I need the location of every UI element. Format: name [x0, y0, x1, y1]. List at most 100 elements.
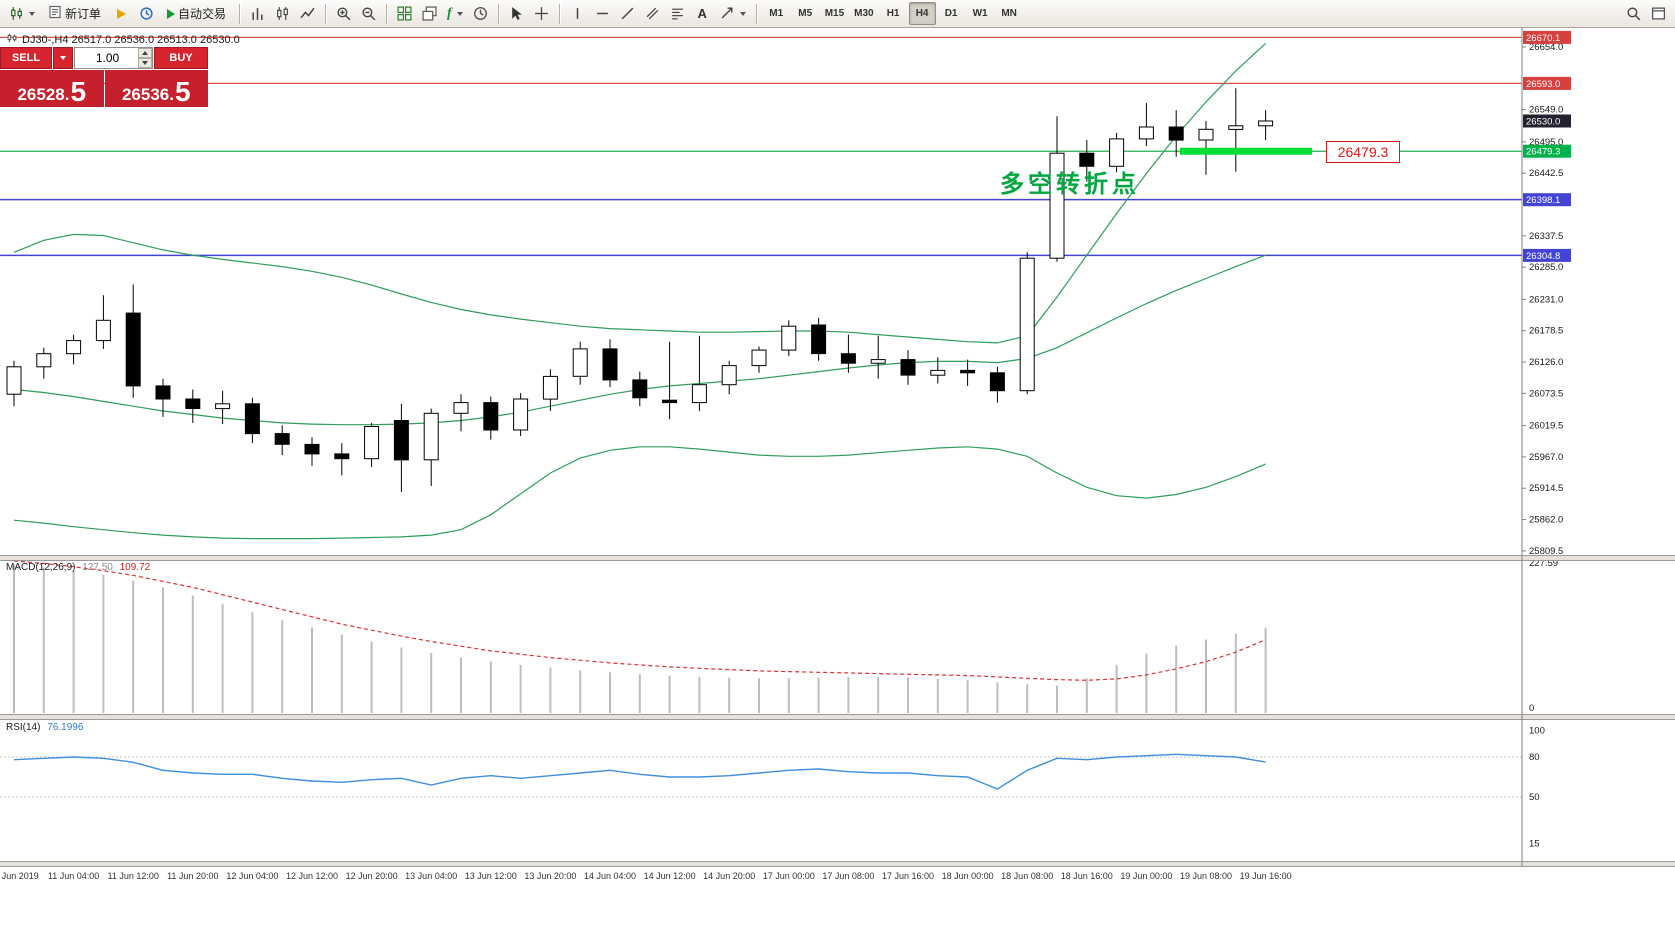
- timeframe-m15-button[interactable]: M15: [821, 2, 848, 25]
- macd-signal-value: 109.72: [119, 562, 151, 573]
- line-chart-mode-button[interactable]: [296, 2, 319, 25]
- svg-text:26126.0: 26126.0: [1529, 357, 1563, 368]
- timeframe-m5-button[interactable]: M5: [792, 2, 819, 25]
- history-center-button[interactable]: [135, 2, 158, 25]
- symbol-title: DJ30-,H4 26517.0 26536.0 26513.0 26530.0: [6, 32, 240, 47]
- sell-button[interactable]: SELL: [0, 47, 52, 69]
- rsi-value: 76.1996: [47, 722, 84, 733]
- svg-text:14 Jun 12:00: 14 Jun 12:00: [644, 871, 696, 881]
- buy-price-main: 26536.: [121, 85, 174, 104]
- svg-text:26073.5: 26073.5: [1529, 388, 1563, 399]
- price-axis[interactable]: 26654.0 26549.0 26495.0 26442.5 26337.5 26285…: [1521, 28, 1571, 866]
- timeframe-mn-button[interactable]: MN: [996, 2, 1023, 25]
- macd-main-value: 127.50: [82, 562, 113, 573]
- svg-text:12 Jun 20:00: 12 Jun 20:00: [346, 871, 398, 881]
- new-order-button[interactable]: 新订单: [41, 2, 108, 25]
- volume-spinner: [138, 48, 152, 68]
- crosshair-tool-button[interactable]: [530, 2, 553, 25]
- zoom-in-icon: [336, 6, 351, 21]
- timeframe-m30-button[interactable]: M30: [850, 2, 877, 25]
- candles-icon: [275, 6, 290, 21]
- svg-text:19 Jun 00:00: 19 Jun 00:00: [1120, 871, 1172, 881]
- svg-text:100: 100: [1529, 725, 1545, 736]
- buy-price[interactable]: 26536. 5: [104, 70, 208, 107]
- sell-price-pip: 5: [70, 76, 87, 108]
- triangle-up-icon: [142, 51, 148, 55]
- search-button[interactable]: [1622, 2, 1645, 25]
- timeframe-group: M1 M5 M15 M30 H1 H4 D1 W1 MN: [762, 2, 1024, 25]
- rsi-panel: 100 80 50 15: [0, 725, 1545, 850]
- window-icon: [1651, 6, 1666, 21]
- timeframe-w1-button[interactable]: W1: [967, 2, 994, 25]
- svg-text:25809.5: 25809.5: [1529, 546, 1563, 557]
- alerts-button[interactable]: [110, 2, 133, 25]
- volume-increase-button[interactable]: [138, 48, 152, 58]
- timeframe-d1-button[interactable]: D1: [938, 2, 965, 25]
- buy-button[interactable]: BUY: [154, 47, 208, 69]
- trade-panel-controls: SELL BUY: [0, 47, 208, 69]
- text-icon: A: [697, 6, 707, 21]
- megaphone-icon: [117, 8, 127, 19]
- cursor-tool-button[interactable]: [505, 2, 528, 25]
- indicators-button[interactable]: f: [443, 2, 467, 25]
- rsi-name: RSI(14): [6, 722, 41, 733]
- svg-text:11 Jun 04:00: 11 Jun 04:00: [48, 871, 99, 881]
- svg-text:50: 50: [1529, 792, 1540, 803]
- text-tool-button[interactable]: A: [691, 2, 714, 25]
- history-icon: [139, 6, 154, 21]
- candle-chart-mode-button[interactable]: [271, 2, 294, 25]
- svg-text:25862.0: 25862.0: [1529, 515, 1563, 526]
- toolbar-right-group: [1621, 2, 1671, 25]
- svg-text:13 Jun 20:00: 13 Jun 20:00: [524, 871, 576, 881]
- svg-text:13 Jun 12:00: 13 Jun 12:00: [465, 871, 517, 881]
- horizontal-line-tool-button[interactable]: [591, 2, 614, 25]
- time-axis[interactable]: 10 Jun 2019 11 Jun 04:00 11 Jun 12:00 11 Ju…: [0, 871, 1292, 881]
- candles-layer: [6, 88, 1274, 493]
- toolbar-divider: [558, 3, 560, 24]
- volume-input[interactable]: [75, 48, 152, 68]
- svg-text:0: 0: [1529, 703, 1534, 714]
- volume-field-wrap: [74, 47, 153, 69]
- new-window-button[interactable]: [1647, 2, 1670, 25]
- timeframe-h1-button[interactable]: H1: [880, 2, 907, 25]
- svg-text:26337.5: 26337.5: [1529, 231, 1563, 242]
- toolbar-divider: [497, 3, 499, 24]
- search-icon: [1626, 6, 1641, 21]
- svg-text:26670.1: 26670.1: [1526, 33, 1560, 44]
- bar-chart-mode-button[interactable]: [246, 2, 269, 25]
- crosshair-icon: [534, 6, 549, 21]
- tile-windows-button[interactable]: [393, 2, 416, 25]
- fibonacci-tool-button[interactable]: [666, 2, 689, 25]
- svg-text:17 Jun 16:00: 17 Jun 16:00: [882, 871, 934, 881]
- volume-decrease-button[interactable]: [138, 58, 152, 68]
- zoom-in-button[interactable]: [332, 2, 355, 25]
- chevron-down-icon: [60, 56, 66, 60]
- vertical-line-tool-button[interactable]: [566, 2, 589, 25]
- svg-text:18 Jun 16:00: 18 Jun 16:00: [1061, 871, 1113, 881]
- svg-text:12 Jun 12:00: 12 Jun 12:00: [286, 871, 338, 881]
- fibonacci-icon: [670, 6, 685, 21]
- svg-text:17 Jun 08:00: 17 Jun 08:00: [822, 871, 874, 881]
- channel-tool-button[interactable]: [641, 2, 664, 25]
- arrows-tool-button[interactable]: [716, 2, 750, 25]
- panel-separators: [0, 555, 1675, 867]
- bollinger-bands: [13, 42, 1267, 540]
- order-form-icon: [48, 5, 62, 22]
- new-chart-button[interactable]: [5, 2, 39, 25]
- volume-dropdown-button[interactable]: [53, 47, 73, 69]
- main-toolbar: 新订单 自动交易 f A: [0, 0, 1675, 28]
- svg-text:11 Jun 20:00: 11 Jun 20:00: [167, 871, 218, 881]
- trendline-tool-button[interactable]: [616, 2, 639, 25]
- cascade-windows-button[interactable]: [418, 2, 441, 25]
- sell-price[interactable]: 26528. 5: [0, 70, 104, 107]
- zoom-out-button[interactable]: [357, 2, 380, 25]
- triangle-down-icon: [142, 61, 148, 65]
- timeframe-h4-button[interactable]: H4: [908, 2, 936, 25]
- auto-trading-button[interactable]: 自动交易: [160, 2, 233, 25]
- svg-text:14 Jun 20:00: 14 Jun 20:00: [703, 871, 755, 881]
- one-click-trading-panel: SELL BUY 26528.5 26536.5: [0, 47, 208, 107]
- period-button[interactable]: [469, 2, 492, 25]
- timeframe-m1-button[interactable]: M1: [763, 2, 790, 25]
